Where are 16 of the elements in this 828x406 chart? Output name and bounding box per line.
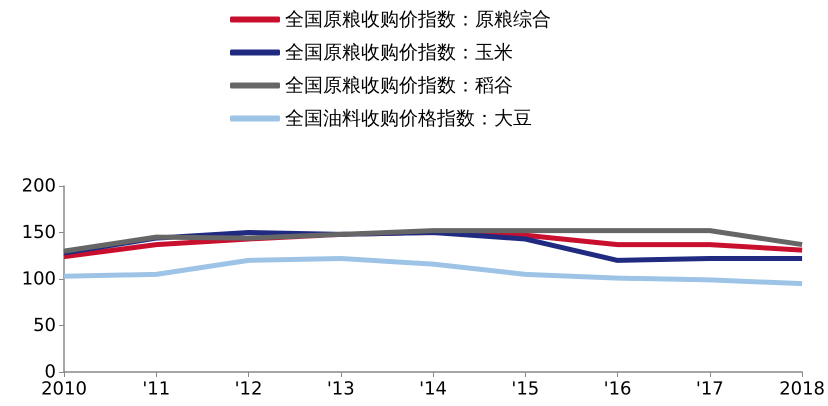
x-tick-label: 2018 (779, 378, 825, 400)
x-tick-label: '11 (142, 378, 170, 400)
x-tick-label: '13 (326, 378, 355, 400)
legend-label: 全国原粮收购价指数：玉米 (285, 42, 513, 64)
y-tick-label: 150 (22, 222, 56, 243)
y-tick-label: 50 (33, 315, 56, 336)
legend-label: 全国原粮收购价指数：稻谷 (285, 74, 513, 96)
y-tick-label: 100 (22, 268, 56, 290)
x-tick-label: '12 (234, 378, 262, 400)
legend-label: 全国原粮收购价指数：原粮综合 (285, 8, 551, 30)
legend-label: 全国油料收购价格指数：大豆 (285, 108, 532, 130)
x-tick-label: '14 (419, 378, 447, 400)
x-tick-label: '16 (604, 378, 632, 400)
x-tick-label: '15 (511, 378, 540, 400)
x-tick-label: '17 (696, 378, 724, 400)
y-tick-label: 200 (22, 176, 56, 196)
